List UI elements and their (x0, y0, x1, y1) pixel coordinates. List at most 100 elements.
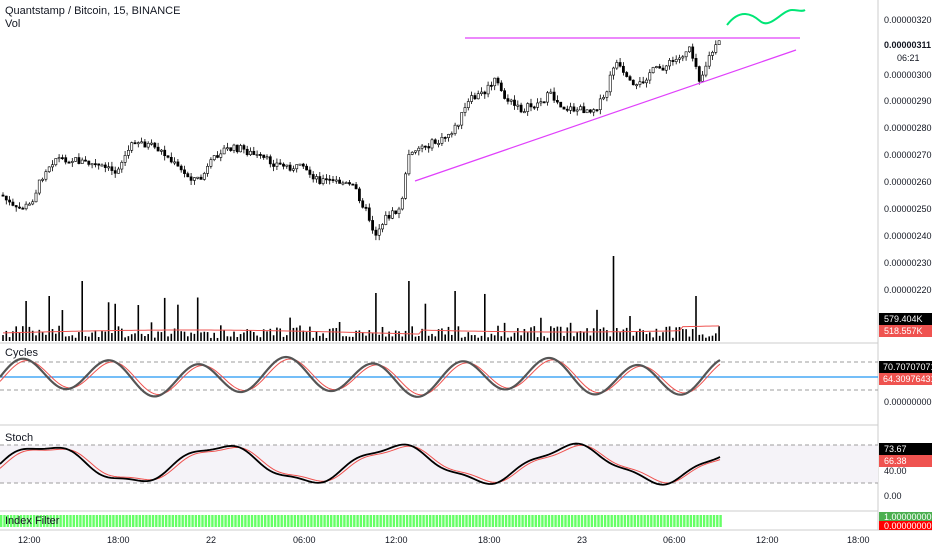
candle-body (146, 142, 150, 148)
candle-body (186, 173, 190, 178)
candle-body (552, 91, 556, 101)
filter-bar (587, 515, 590, 527)
volume-bar (249, 330, 252, 341)
volume-bar (84, 336, 87, 341)
volume-bar (338, 321, 341, 341)
volume-bar (635, 331, 638, 341)
candle-body (97, 163, 101, 166)
candle-body (143, 141, 147, 148)
candle-body (285, 164, 289, 167)
volume-bar (35, 335, 37, 341)
volume-bar (632, 335, 635, 341)
candle-body (84, 159, 87, 162)
candle-body (183, 169, 186, 174)
candle-body (717, 40, 721, 45)
volume-bar (328, 328, 331, 341)
volume-bar (652, 337, 654, 341)
filter-down-badge (879, 521, 932, 530)
candle-body (374, 229, 378, 236)
filter-bar (452, 515, 455, 527)
filter-bar (240, 515, 244, 527)
candle-body (54, 158, 58, 166)
filter-bar (409, 515, 412, 527)
filter-bar (339, 515, 343, 527)
volume-bar (25, 301, 27, 341)
filter-bar (313, 515, 316, 527)
candle-body (110, 166, 114, 171)
candle-body (100, 164, 104, 167)
candle-body (351, 183, 355, 186)
filter-bar (415, 515, 419, 527)
filter-bar (699, 515, 702, 527)
volume-bar (213, 332, 215, 341)
filter-bar (379, 515, 382, 527)
projection-curve[interactable] (726, 8, 806, 26)
volume-bar (45, 334, 47, 341)
candle-body (107, 166, 111, 169)
candle-body (160, 149, 163, 152)
volume-bar (698, 334, 701, 341)
candle-body (635, 84, 639, 87)
volume-bar (523, 328, 526, 341)
candle-body (179, 165, 183, 171)
volume-bar (114, 303, 116, 341)
volume-bar (107, 302, 110, 341)
volume-bar (246, 329, 248, 341)
filter-bar (207, 515, 211, 527)
support-trendline[interactable] (414, 49, 797, 182)
volume-bar (619, 332, 621, 341)
candle-body (315, 176, 318, 180)
filter-bar (39, 515, 42, 527)
filter-bar (660, 515, 663, 527)
filter-bar (214, 515, 217, 527)
filter-bar (359, 515, 363, 527)
filter-bar (168, 515, 171, 527)
cycles-signal-text: 64.30976431 (883, 374, 932, 384)
volume-bar (282, 336, 285, 341)
filter-bar (636, 515, 640, 527)
volume-bar (639, 328, 641, 341)
volume-bar (127, 336, 130, 341)
candle-body (671, 60, 675, 62)
candle-body (430, 139, 434, 149)
candle-body (496, 77, 500, 84)
time-label: 18:00 (478, 535, 501, 545)
candle-body (420, 145, 424, 149)
candle-body (140, 141, 144, 144)
filter-bar (33, 515, 36, 527)
candle-body (585, 109, 589, 114)
symbol-title[interactable]: Quantstamp / Bitcoin, 15, BINANCE (5, 5, 180, 17)
candle-body (57, 157, 61, 160)
candle-body (519, 104, 523, 113)
volume-bar (210, 337, 212, 341)
filter-bar (402, 515, 405, 527)
filter-bar (650, 515, 653, 527)
volume-bar (342, 336, 344, 341)
candle-body (483, 91, 487, 95)
filter-bar (330, 515, 333, 527)
candle-body (631, 79, 635, 86)
volume-bar (101, 330, 103, 341)
volume-bar (490, 333, 493, 341)
volume-bar (361, 332, 364, 341)
vol-label: Vol (5, 18, 20, 30)
candle-body (245, 148, 249, 156)
volume-bar (431, 333, 433, 341)
candle-body (341, 182, 345, 185)
volume-bar (563, 335, 565, 341)
price-tick: 0.00000280 (884, 123, 932, 133)
volume-bar (662, 332, 664, 341)
candle-body (664, 65, 668, 71)
candle-body (338, 179, 342, 184)
candle-body (559, 101, 563, 108)
candle-body (367, 207, 371, 221)
filter-bar (198, 515, 201, 527)
filter-bar (475, 515, 478, 527)
candle-body (684, 51, 688, 58)
filter-bar (455, 515, 458, 527)
stoch-band (0, 445, 878, 483)
filter-bar (75, 515, 79, 527)
filter-bar (445, 515, 448, 527)
filter-bar (346, 515, 349, 527)
